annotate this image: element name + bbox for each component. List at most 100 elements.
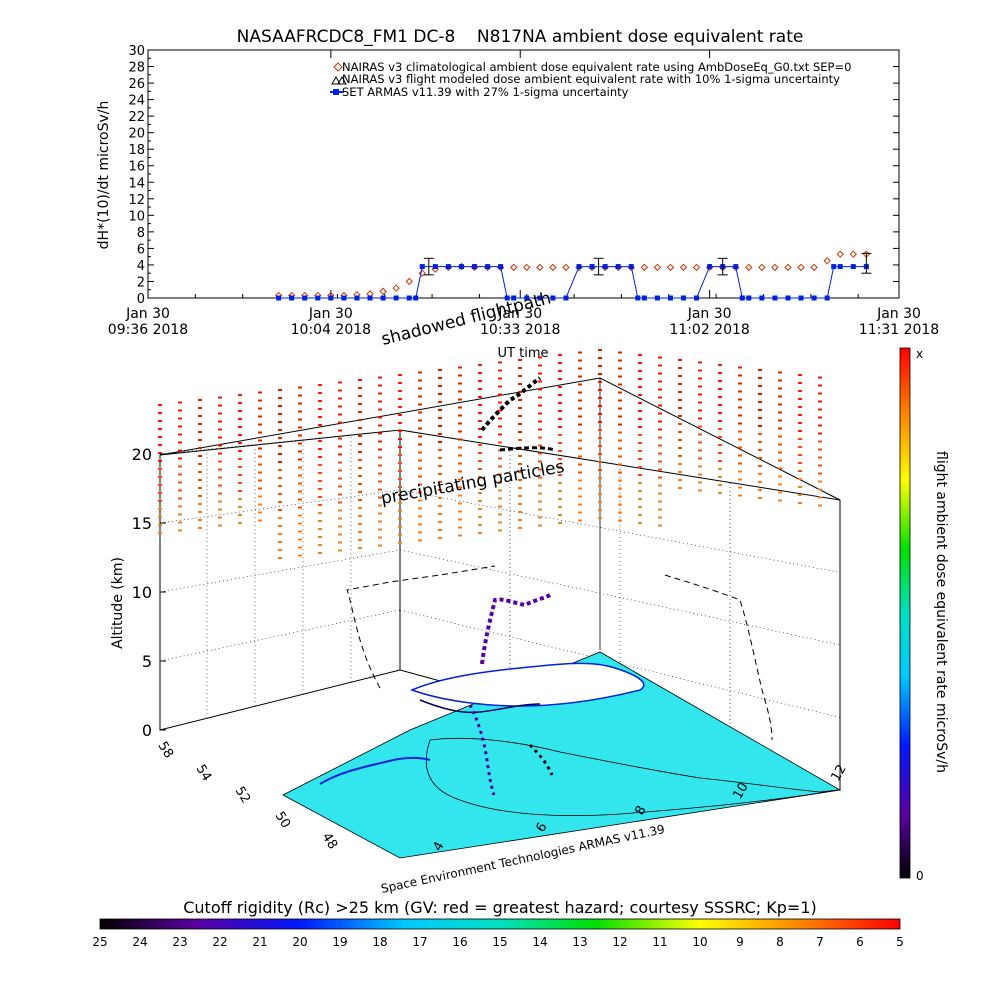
longitude-tick-label: 10 [730, 780, 751, 802]
armas-point [472, 264, 478, 270]
nairas-point [771, 263, 779, 272]
nairas-point [549, 263, 557, 272]
top-chart-title: NASAAFRCDC8_FM1 DC-8 N817NA ambient dose… [237, 27, 804, 47]
legend-entry-nairas-climatological: NAIRAS v3 climatological ambient dose eq… [333, 60, 851, 74]
armas-point [635, 295, 641, 301]
flight-path-3d-mid [499, 446, 556, 452]
cutoff-tick-label: 15 [492, 935, 507, 949]
triangle-marker-icon [337, 75, 347, 85]
cutoff-colorbar-title: Cutoff rigidity (Rc) >25 km (GV: red = g… [183, 898, 817, 917]
x-tick-time: 10:33 2018 [480, 322, 560, 338]
cutoff-tick-label: 16 [452, 935, 467, 949]
armas-point [504, 295, 510, 301]
y-tick-label: 10 [128, 209, 145, 224]
armas-point [641, 295, 647, 301]
grid-line [399, 489, 841, 573]
armas-point [772, 295, 778, 301]
triangle-marker-icon [331, 75, 341, 85]
error-bars [423, 252, 872, 276]
top-y-axis-label: dH*(10)/dt microSv/h [96, 101, 112, 250]
armas-point [341, 295, 347, 301]
dose-colorbar-top-label: x [916, 347, 923, 361]
legend-entry-armas: SET ARMAS v11.39 with 27% 1-sigma uncert… [330, 85, 629, 99]
nairas-point [523, 263, 531, 272]
flight-path-ground [468, 704, 496, 796]
altitude-tick-label: 5 [142, 652, 152, 671]
y-tick-label: 6 [137, 242, 145, 257]
nairas-point [862, 250, 871, 258]
armas-point [811, 295, 817, 301]
armas-point [602, 264, 608, 270]
nairas-point [823, 257, 831, 265]
y-tick-label: 2 [137, 275, 145, 290]
x-tick-time: 10:04 2018 [291, 322, 371, 338]
armas-point [328, 295, 334, 301]
map-coast-west [319, 756, 431, 785]
dose-colorbar-bottom-label: 0 [916, 869, 924, 883]
nairas-point [784, 263, 792, 272]
dose-colorbar-title: flight ambient dose equivalent rate micr… [933, 451, 949, 773]
nairas-point [758, 263, 766, 272]
nairas-point [745, 263, 753, 272]
armas-point [406, 295, 412, 301]
map-land-south [425, 737, 839, 816]
grid-line [159, 429, 401, 455]
cutoff-tick-label: 20 [292, 935, 307, 949]
nairas-point [653, 263, 662, 272]
y-tick-label: 8 [137, 226, 145, 241]
altitude-axis: 0 5 10 15 20 [132, 445, 166, 740]
armas-point [276, 295, 282, 301]
cutoff-tick-label: 6 [856, 935, 864, 949]
cutoff-tick-label: 13 [572, 935, 587, 949]
armas-point [850, 264, 856, 270]
armas-point [615, 264, 621, 270]
y-tick-label: 26 [128, 77, 145, 92]
altitude-tick-label: 10 [132, 583, 152, 602]
y-tick-label: 28 [128, 61, 145, 76]
flight-track [468, 376, 556, 796]
x-tick-time: 11:31 2018 [859, 322, 939, 338]
cutoff-tick-label: 18 [372, 935, 387, 949]
nairas-point [849, 250, 857, 258]
altitude-tick-label: 0 [142, 721, 152, 740]
nairas-point [379, 287, 387, 296]
top-x-axis-label: UT time [498, 346, 549, 361]
square-marker-icon [333, 89, 339, 95]
nairas-point [562, 263, 570, 272]
legend-label: SET ARMAS v11.39 with 27% 1-sigma uncert… [342, 85, 629, 99]
flight-path-3d [480, 593, 552, 665]
legend-label: NAIRAS v3 climatological ambient dose eq… [342, 60, 851, 74]
altitude-axis-label: Altitude (km) [110, 557, 126, 649]
x-tick-date: Jan 30 [497, 306, 542, 322]
nairas-point [692, 263, 701, 272]
y-tick-label: 22 [128, 110, 145, 125]
armas-point [393, 295, 399, 301]
armas-point [537, 295, 543, 301]
cutoff-tick-label: 5 [896, 935, 904, 949]
x-tick-date: Jan 30 [876, 306, 921, 322]
cutoff-tick-label: 8 [776, 935, 784, 949]
cutoff-colorbar-labels: 25 24 23 22 21 20 19 18 17 16 15 14 13 12 11 10 9 8 7 6 5 [92, 935, 903, 949]
armas-point [380, 295, 386, 301]
legend-entry-nairas-flight: NAIRAS v3 flight modeled dose ambient eq… [331, 72, 840, 86]
grid-line [159, 609, 401, 662]
latitude-axis: 58 54 52 50 48 [155, 739, 340, 852]
map-floor-sea [282, 651, 842, 859]
nairas-point [509, 263, 518, 272]
cutoff-tick-label: 22 [212, 935, 227, 949]
armas-point [419, 264, 425, 270]
cutoff-tick-label: 9 [736, 935, 744, 949]
cutoff-tick-label: 7 [816, 935, 824, 949]
nairas-point [810, 263, 818, 272]
armas-point [759, 295, 765, 301]
latitude-tick-label: 50 [272, 809, 293, 831]
x-tick-date: Jan 30 [687, 306, 732, 322]
armas-point [511, 295, 517, 301]
armas-point [667, 295, 673, 301]
y-tick-label: 20 [128, 127, 145, 142]
cutoff-tick-label: 17 [412, 935, 427, 949]
precipitating-particles-field [158, 349, 822, 559]
